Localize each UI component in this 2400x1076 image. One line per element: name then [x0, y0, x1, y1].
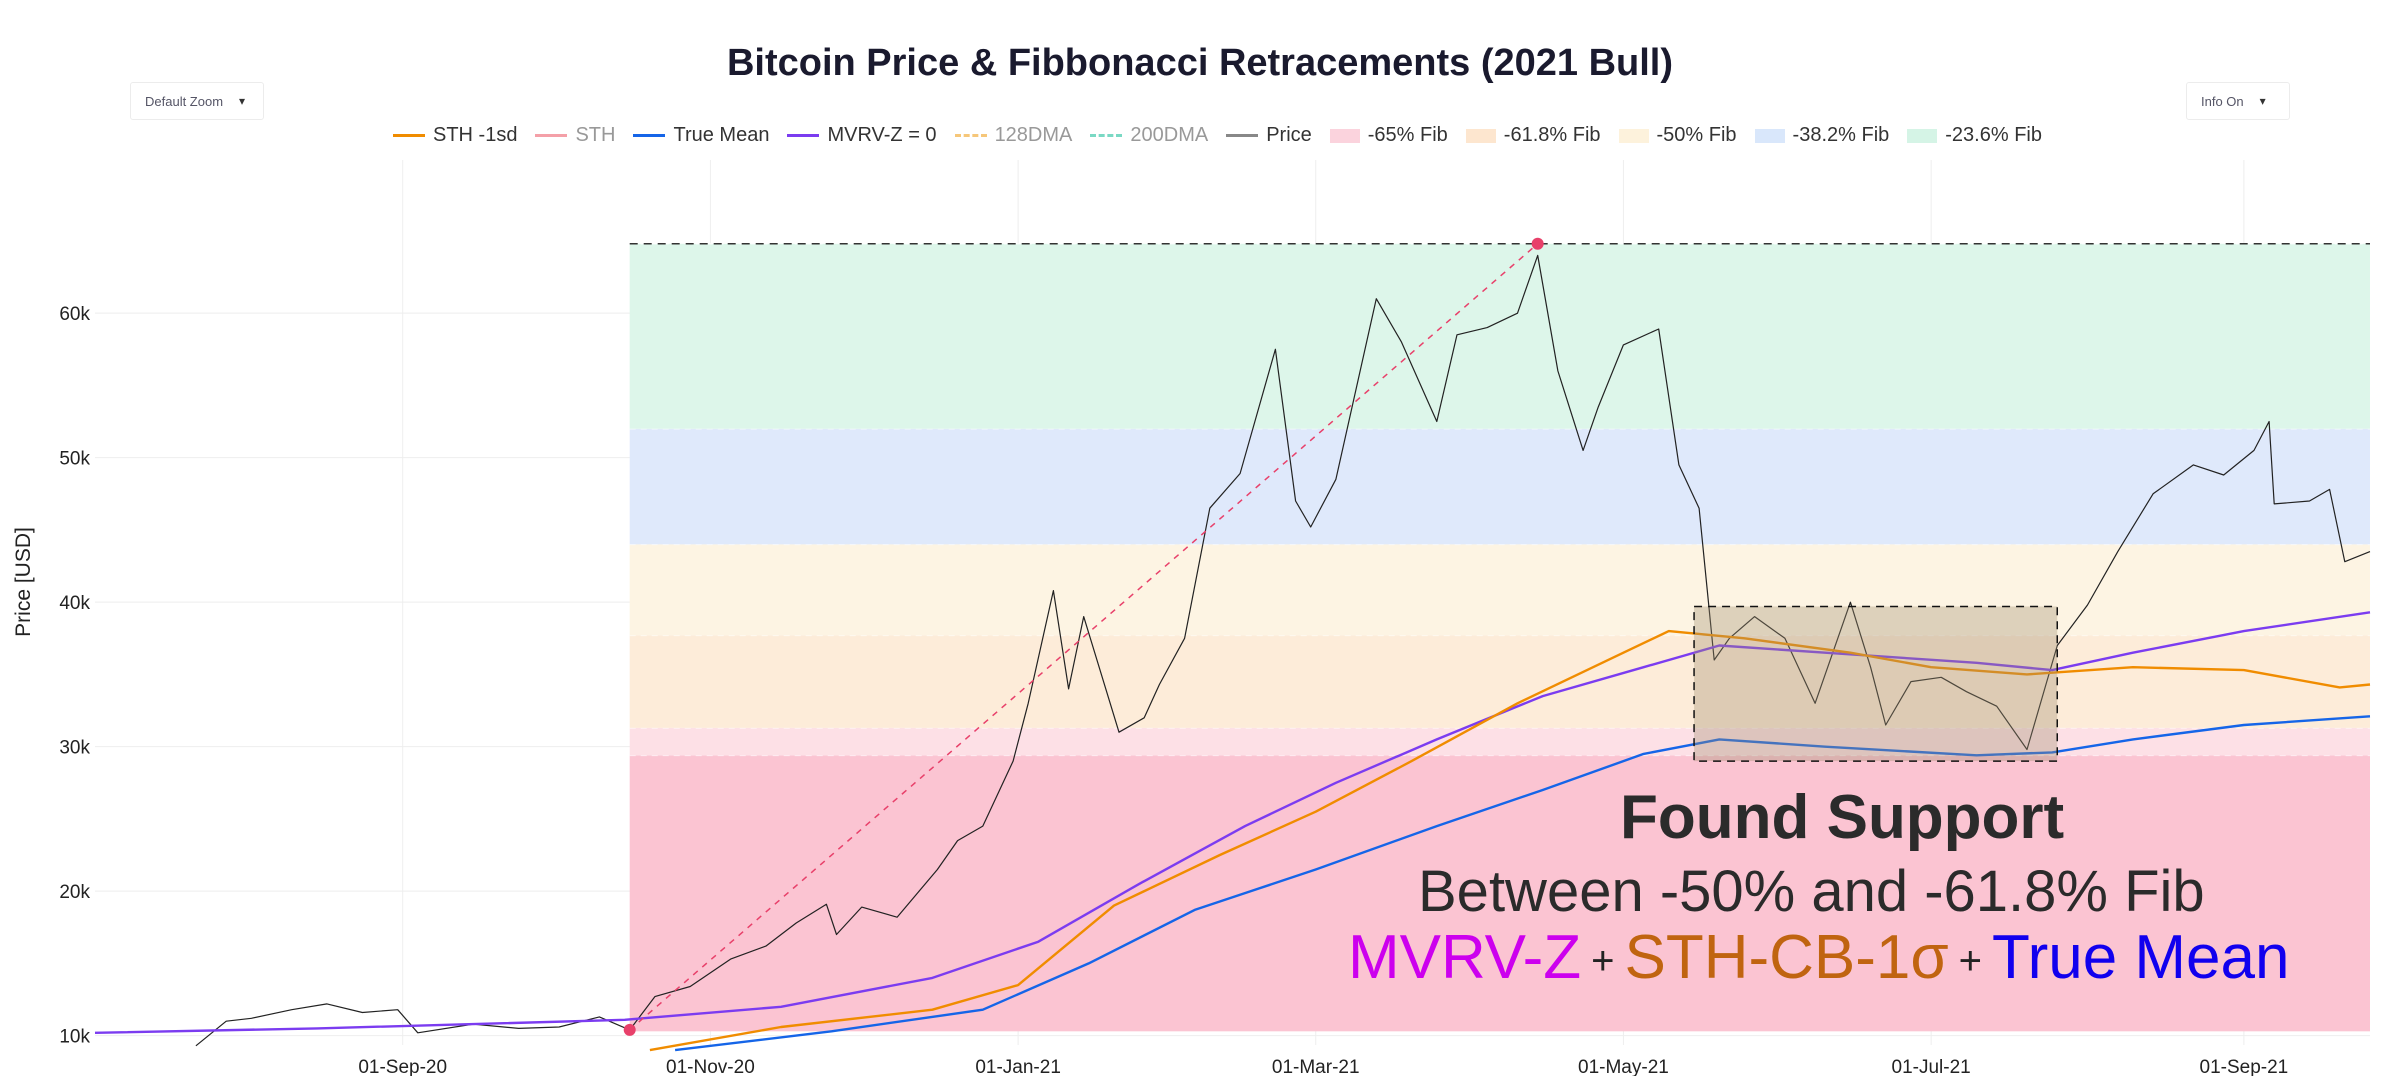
legend-swatch	[954, 134, 987, 137]
series-sth-1sd	[649, 629, 2371, 1052]
fib-bands	[629, 243, 2370, 1032]
legend-swatch	[1329, 128, 1360, 143]
zoom-dropdown[interactable]: Default Zoom ▾	[130, 82, 264, 120]
legend-swatch	[1754, 128, 1785, 143]
legend-item[interactable]: -61.8% Fib	[1465, 124, 1601, 147]
legend-item[interactable]: STH -1sd	[393, 124, 517, 147]
cycle-low-marker	[623, 1023, 636, 1036]
legend-swatch	[1090, 134, 1123, 137]
y-axis-label: Price [USD]	[12, 527, 35, 637]
y-tick-label: 60k	[59, 304, 90, 325]
y-tick-label: 50k	[59, 449, 90, 470]
legend-swatch	[1226, 134, 1259, 137]
zoom-dropdown-label: Default Zoom	[145, 93, 224, 109]
x-tick-label: 01-Jan-21	[975, 1057, 1061, 1076]
legend-label: -38.2% Fib	[1792, 124, 1890, 146]
legend-label: -23.6% Fib	[1945, 124, 2042, 146]
fib-band	[629, 243, 2370, 429]
plus-sign: +	[1958, 939, 1982, 984]
fib-band	[629, 755, 2370, 1032]
legend-swatch	[1907, 128, 1938, 143]
legend-item[interactable]: True Mean	[633, 124, 769, 147]
legend-label: 128DMA	[994, 124, 1073, 146]
y-tick-label: 40k	[59, 593, 90, 614]
legend-item[interactable]: STH	[535, 124, 615, 147]
legend-label: 200DMA	[1130, 124, 1209, 146]
legend-label: STH -1sd	[433, 124, 518, 146]
axis-ticks: 10k 20k 30k 40k 50k 60k 01-Sep-20 01-Nov-20 01-J…	[59, 304, 2288, 1076]
chart-legend: STH -1sd STH True Mean MVRV-Z = 0 128DMA 200D…	[393, 124, 2060, 147]
x-tick-label: 01-Nov-20	[666, 1057, 755, 1076]
low-high-connector	[629, 243, 1539, 1031]
legend-swatch	[393, 134, 425, 137]
y-tick-label: 20k	[59, 882, 90, 903]
y-tick-label: 10k	[59, 1027, 90, 1048]
series-price	[195, 254, 2371, 1047]
legend-swatch	[1465, 128, 1496, 143]
annotation-metric-true-mean: True Mean	[1992, 923, 2290, 992]
plus-sign: +	[1591, 939, 1615, 984]
legend-label: True Mean	[673, 124, 770, 146]
legend-item[interactable]: 128DMA	[954, 124, 1073, 147]
legend-item[interactable]: Price	[1226, 124, 1312, 147]
annotation-subline: Between -50% and -61.8% Fib	[1418, 859, 2205, 924]
x-tick-label: 01-Jul-21	[1892, 1057, 1971, 1076]
annotation-metric-mvrv: MVRV-Z	[1348, 923, 1582, 992]
x-tick-label: 01-Sep-20	[358, 1057, 447, 1076]
info-dropdown-label: Info On	[2201, 93, 2244, 109]
legend-label: -50% Fib	[1656, 124, 1737, 146]
x-tick-label: 01-Sep-21	[2200, 1057, 2289, 1076]
legend-item[interactable]: -50% Fib	[1618, 124, 1737, 147]
series-mvrv-z-0	[94, 611, 2371, 1034]
chevron-down-icon: ▾	[2259, 94, 2266, 108]
chevron-down-icon: ▾	[239, 94, 246, 108]
legend-label: MVRV-Z = 0	[827, 124, 937, 146]
x-tick-label: 01-May-21	[1578, 1057, 1669, 1076]
legend-item[interactable]: -38.2% Fib	[1754, 124, 1890, 147]
annotation-headline: Found Support	[1620, 783, 2065, 852]
info-dropdown[interactable]: Info On ▾	[2186, 82, 2290, 120]
legend-item[interactable]: -65% Fib	[1329, 124, 1448, 147]
overlays	[623, 237, 2370, 1036]
series-lines	[94, 254, 2371, 1052]
legend-label: -61.8% Fib	[1503, 124, 1601, 146]
legend-swatch	[787, 134, 820, 137]
x-tick-label: 01-Mar-21	[1272, 1057, 1360, 1076]
chart-title: Bitcoin Price & Fibbonacci Retracements …	[726, 42, 1674, 84]
legend-label: Price	[1266, 124, 1312, 146]
annotation-metrics: MVRV-Z + STH-CB-1σ + True Mean	[1348, 922, 2290, 993]
fib-band	[629, 727, 2370, 756]
fib-band	[629, 428, 2370, 545]
annotation-metric-sth: STH-CB-1σ	[1624, 923, 1949, 992]
legend-item[interactable]: -23.6% Fib	[1907, 124, 2042, 147]
legend-swatch	[535, 134, 568, 137]
legend-item[interactable]: MVRV-Z = 0	[787, 124, 937, 147]
legend-swatch	[1618, 128, 1649, 143]
legend-label: -65% Fib	[1367, 124, 1448, 146]
legend-item[interactable]: 200DMA	[1090, 124, 1208, 147]
fib-band	[629, 544, 2370, 636]
support-zone-box	[1693, 605, 2059, 762]
cycle-high-marker	[1531, 237, 1544, 250]
series-true-mean	[674, 715, 2371, 1052]
legend-label: STH	[575, 124, 616, 146]
y-tick-label: 30k	[59, 738, 90, 759]
legend-swatch	[633, 134, 666, 137]
